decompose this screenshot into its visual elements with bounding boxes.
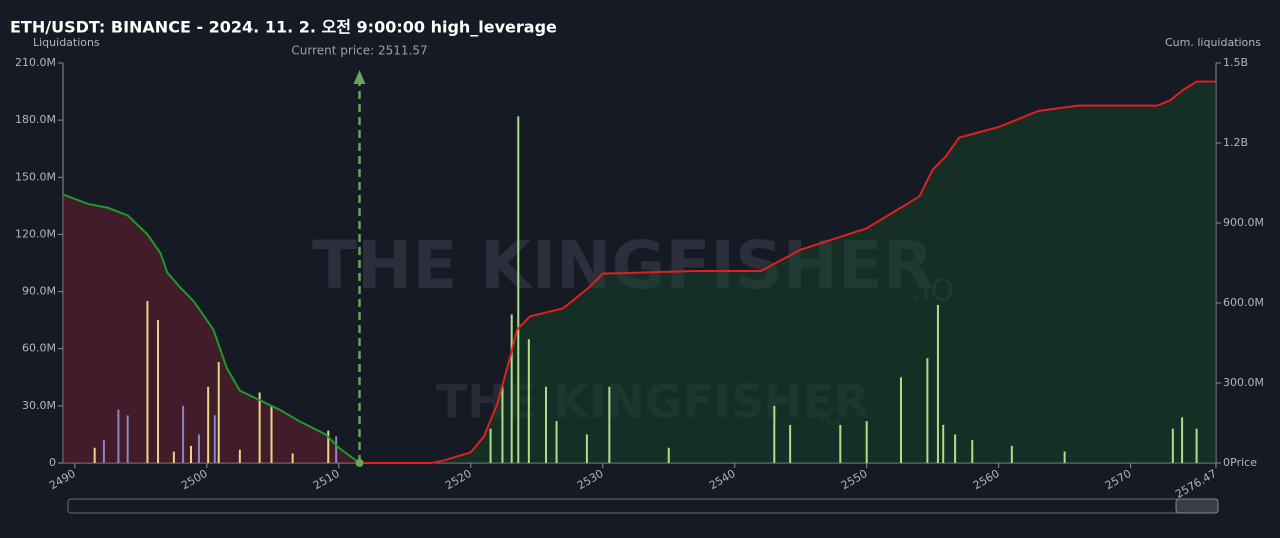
bar [489,428,492,463]
current-price-dot [355,459,364,467]
bar [207,386,210,463]
bar [1181,417,1184,463]
bar [213,415,216,463]
bar [93,447,96,463]
watermark-suffix: .IO [812,405,843,430]
bar [327,430,330,463]
bar [102,440,105,463]
bar [190,445,193,463]
bar [773,405,776,463]
y-tick-label: 90.0M [22,285,56,298]
bar [926,358,929,463]
bar [954,434,957,463]
bar [1171,428,1174,463]
bar [1195,428,1198,463]
bar [936,304,939,463]
bar [667,447,670,463]
scroll-handle[interactable] [1175,498,1219,514]
y2-tick-label: 0 [1223,456,1230,469]
y-tick-label: 210.0M [15,56,56,69]
y2-tick-label: 300.0M [1223,376,1264,389]
bar [899,377,902,463]
bar [117,409,120,463]
line [359,80,1216,464]
bar [172,451,175,463]
bar [527,339,530,463]
y-tick-label: 180.0M [15,113,56,126]
y2-tick-label: 1.2B [1223,136,1248,149]
chart-title: ETH/USDT: BINANCE - 2024. 11. 2. 오전 9:00… [10,18,557,37]
bar [1063,451,1066,463]
bar [608,386,611,463]
bar [291,453,294,463]
bar [517,116,520,463]
bar [238,449,241,463]
y-tick-label: 120.0M [15,227,56,240]
y-tick-label: 60.0M [22,342,56,355]
bar [789,424,792,463]
area [359,81,1216,464]
y2-tick-label: 900.0M [1223,216,1264,229]
bar [555,421,558,463]
bar [217,362,220,463]
bar [258,392,261,463]
y2-tick-label: 1.5B [1223,56,1248,69]
bar [197,434,200,463]
y-tick-label: 30.0M [22,399,56,412]
y2-tick-label: 600.0M [1223,296,1264,309]
y-tick-label: 0 [49,456,56,469]
y2-axis-label: Cum. liquidations [1165,36,1261,49]
bar [335,436,338,463]
bar [126,415,129,463]
bar [585,434,588,463]
current-price-label: Current price: 2511.57 [291,44,427,58]
area [63,194,360,463]
y-tick-label: 150.0M [15,170,56,183]
bar [1010,445,1013,463]
bar [501,386,504,463]
watermark-suffix: .IO [912,274,954,309]
x-axis-label: Price [1230,456,1257,469]
watermark: THE KINGFISHER [436,375,869,429]
bar [865,421,868,463]
bar [157,320,160,463]
bar [971,440,974,463]
bar [839,424,842,463]
bar [545,386,548,463]
current-price-arrow [353,70,366,84]
line [62,193,361,464]
bar [270,405,273,463]
bar [510,314,513,463]
bar [182,405,185,463]
bar [942,424,945,463]
bar [146,301,149,463]
y-axis-label: Liquidations [33,36,100,49]
